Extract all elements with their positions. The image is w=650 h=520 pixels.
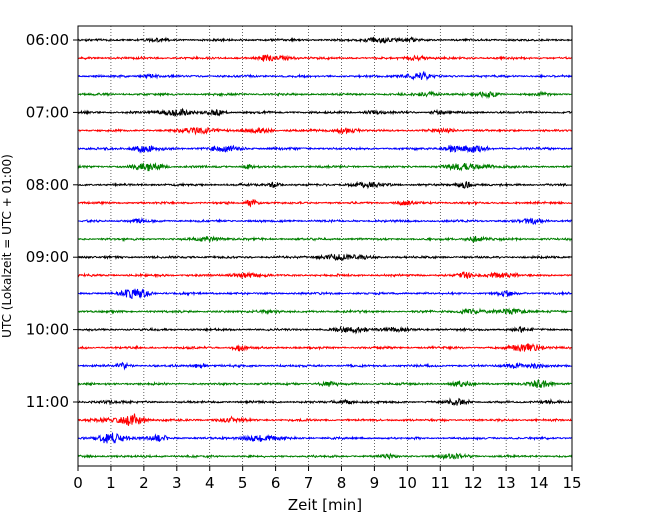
trace-line [77, 413, 573, 426]
x-tick-label: 0 [73, 474, 83, 492]
y-axis: 06:00 07:00 08:00 09:00 10:00 11:00 [26, 31, 78, 411]
x-tick-label: 2 [139, 474, 149, 492]
x-tick-label: 1 [106, 474, 116, 492]
trace-line [77, 90, 573, 100]
trace-line [77, 180, 573, 190]
x-tick-label: 6 [271, 474, 281, 492]
y-tick-label: 06:00 [26, 31, 69, 49]
x-tick-label: 13 [497, 474, 516, 492]
trace-line [77, 107, 573, 117]
trace-line [77, 126, 573, 136]
trace-line [77, 378, 573, 388]
y-tick-label: 09:00 [26, 248, 69, 266]
trace-line [77, 307, 573, 315]
x-tick-label: 14 [530, 474, 549, 492]
plot-frame [77, 25, 573, 467]
trace-line [77, 271, 573, 280]
x-tick-label: 11 [431, 474, 450, 492]
x-tick-label: 8 [337, 474, 347, 492]
x-tick-label: 12 [464, 474, 483, 492]
x-tick-label: 15 [562, 474, 581, 492]
x-tick-label: 9 [370, 474, 380, 492]
y-tick-label: 07:00 [26, 103, 69, 121]
trace-line [78, 54, 573, 62]
trace-line [77, 288, 573, 299]
trace-line [77, 325, 573, 335]
x-axis-title: Zeit [min] [288, 496, 362, 514]
y-tick-label: 08:00 [26, 176, 69, 194]
trace-line [77, 235, 573, 244]
trace-line [77, 162, 573, 172]
trace-group [77, 36, 573, 461]
x-tick-label: 7 [304, 474, 314, 492]
x-tick-label: 3 [172, 474, 182, 492]
y-tick-label: 11:00 [26, 393, 69, 411]
trace-line [77, 397, 573, 407]
trace-line [77, 432, 573, 444]
x-tick-label: 4 [205, 474, 215, 492]
trace-line [77, 452, 573, 461]
trace-line [77, 198, 573, 208]
trace-line [77, 217, 573, 226]
trace-line [77, 361, 573, 371]
x-tick-label: 5 [238, 474, 248, 492]
trace-line [77, 342, 573, 353]
x-tick-label: 10 [398, 474, 417, 492]
trace-line [77, 253, 573, 262]
x-axis: 0 1 2 3 4 5 6 7 8 9 10 11 12 13 14 15 [73, 466, 582, 492]
trace-line [77, 144, 573, 154]
grid-lines [110, 26, 540, 466]
y-axis-title: UTC (Lokalzeit = UTC + 01:00) [0, 154, 14, 338]
y-tick-label: 10:00 [26, 321, 69, 339]
trace-line [77, 36, 573, 44]
trace-line [77, 70, 573, 82]
